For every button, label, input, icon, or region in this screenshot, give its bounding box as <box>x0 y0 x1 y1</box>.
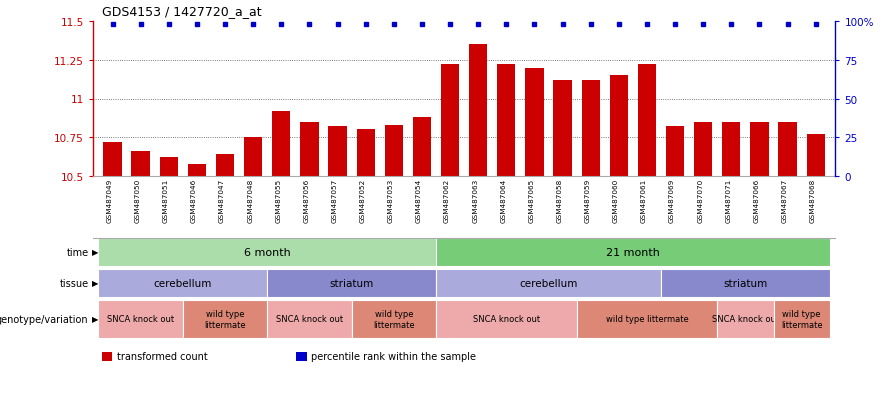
Text: striatum: striatum <box>330 278 374 288</box>
Text: GSM487068: GSM487068 <box>810 178 816 223</box>
Text: GSM487049: GSM487049 <box>106 178 112 223</box>
Bar <box>328 127 347 177</box>
Text: GDS4153 / 1427720_a_at: GDS4153 / 1427720_a_at <box>102 5 262 18</box>
Text: GSM487063: GSM487063 <box>472 178 478 223</box>
Text: GSM487059: GSM487059 <box>584 178 591 223</box>
Text: wild type
littermate: wild type littermate <box>781 310 822 329</box>
Text: GSM487064: GSM487064 <box>500 178 507 223</box>
Bar <box>497 65 515 177</box>
Text: time: time <box>66 247 88 257</box>
Text: GSM487046: GSM487046 <box>191 178 197 223</box>
Text: SNCA knock out: SNCA knock out <box>107 315 174 324</box>
Text: GSM487052: GSM487052 <box>360 178 366 223</box>
Bar <box>779 122 796 177</box>
Bar <box>582 81 600 177</box>
Text: GSM487051: GSM487051 <box>163 178 169 223</box>
Bar <box>301 122 318 177</box>
Text: wild type
littermate: wild type littermate <box>204 310 246 329</box>
Text: SNCA knock out: SNCA knock out <box>473 315 540 324</box>
Text: wild type
littermate: wild type littermate <box>373 310 415 329</box>
Text: percentile rank within the sample: percentile rank within the sample <box>311 351 476 361</box>
Text: GSM487050: GSM487050 <box>134 178 141 223</box>
Bar <box>356 130 375 177</box>
Text: GSM487048: GSM487048 <box>248 178 253 223</box>
Bar <box>385 126 403 177</box>
Text: GSM487047: GSM487047 <box>219 178 225 223</box>
Text: GSM487065: GSM487065 <box>529 178 535 223</box>
Bar <box>666 127 684 177</box>
Text: 6 month: 6 month <box>244 247 291 257</box>
Text: cerebellum: cerebellum <box>519 278 577 288</box>
Bar <box>806 135 825 177</box>
Text: 21 month: 21 month <box>606 247 659 257</box>
Text: GSM487067: GSM487067 <box>781 178 788 223</box>
Text: transformed count: transformed count <box>117 351 208 361</box>
Text: GSM487066: GSM487066 <box>753 178 759 223</box>
Bar <box>160 158 178 177</box>
Text: GSM487057: GSM487057 <box>332 178 338 223</box>
Text: GSM487054: GSM487054 <box>415 178 422 223</box>
Text: GSM487071: GSM487071 <box>725 178 731 223</box>
Text: GSM487058: GSM487058 <box>557 178 562 223</box>
Text: ▶: ▶ <box>92 248 98 257</box>
Text: genotype/variation: genotype/variation <box>0 314 88 324</box>
Text: GSM487069: GSM487069 <box>669 178 675 223</box>
Text: ▶: ▶ <box>92 315 98 324</box>
Text: SNCA knock out: SNCA knock out <box>712 315 779 324</box>
Text: GSM487070: GSM487070 <box>697 178 703 223</box>
Bar <box>525 68 544 177</box>
Bar <box>272 112 291 177</box>
Bar <box>751 122 768 177</box>
Text: GSM487056: GSM487056 <box>303 178 309 223</box>
Bar <box>469 45 487 177</box>
Bar <box>610 76 628 177</box>
Text: GSM487053: GSM487053 <box>388 178 393 223</box>
Bar <box>216 155 234 177</box>
Text: SNCA knock out: SNCA knock out <box>276 315 343 324</box>
Text: GSM487060: GSM487060 <box>613 178 619 223</box>
Bar <box>103 142 122 177</box>
Bar <box>637 65 656 177</box>
Bar <box>694 122 713 177</box>
Text: tissue: tissue <box>59 278 88 288</box>
Bar <box>722 122 741 177</box>
Bar <box>132 152 149 177</box>
Bar <box>553 81 572 177</box>
Text: ▶: ▶ <box>92 279 98 288</box>
Bar <box>413 118 431 177</box>
Text: wild type littermate: wild type littermate <box>606 315 689 324</box>
Bar <box>187 164 206 177</box>
Text: GSM487055: GSM487055 <box>275 178 281 223</box>
Bar <box>441 65 459 177</box>
Text: cerebellum: cerebellum <box>154 278 212 288</box>
Bar <box>244 138 263 177</box>
Text: GSM487061: GSM487061 <box>641 178 647 223</box>
Text: striatum: striatum <box>723 278 767 288</box>
Text: GSM487062: GSM487062 <box>444 178 450 223</box>
